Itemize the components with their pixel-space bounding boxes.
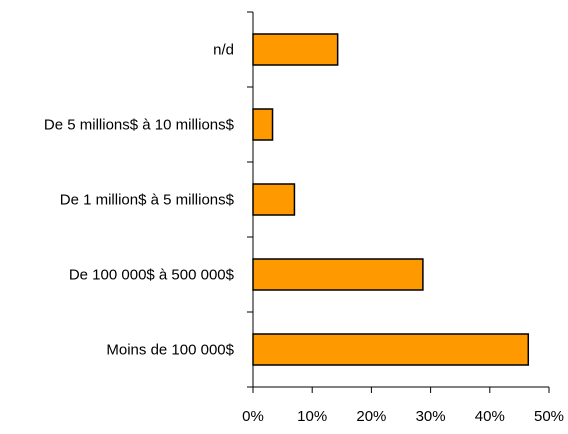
category-label: De 100 000$ à 500 000$ xyxy=(69,267,235,284)
bar xyxy=(252,333,530,366)
x-tick-label: 50% xyxy=(534,408,564,425)
x-tick-label: 10% xyxy=(297,408,327,425)
x-tick-label: 30% xyxy=(416,408,446,425)
bar xyxy=(252,258,424,291)
category-label: De 5 millions$ à 10 millions$ xyxy=(44,117,235,134)
bar xyxy=(252,183,296,216)
x-tick-label: 20% xyxy=(356,408,386,425)
x-tick-label: 0% xyxy=(242,408,264,425)
x-ticks: 0% 10% 20% 30% 40% 50% xyxy=(242,11,564,425)
category-label: De 1 million$ à 5 millions$ xyxy=(60,192,235,209)
category-label: n/d xyxy=(213,42,234,59)
category-label: Moins de 100 000$ xyxy=(106,342,234,359)
bar xyxy=(252,33,339,66)
bar xyxy=(252,108,274,141)
bars-group xyxy=(252,33,530,366)
category-labels: n/d De 5 millions$ à 10 millions$ De 1 mil… xyxy=(44,42,235,359)
x-tick-label: 40% xyxy=(475,408,505,425)
